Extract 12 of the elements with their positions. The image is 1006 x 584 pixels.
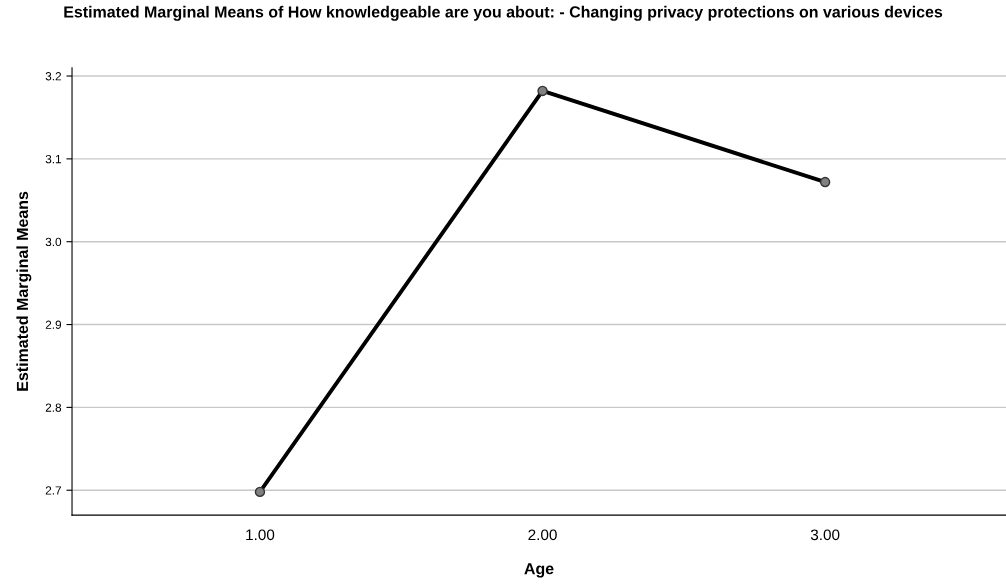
y-tick-label: 2.9	[45, 320, 62, 329]
x-tick-label: 1.00	[246, 529, 275, 541]
y-tick-label: 2.7	[45, 486, 62, 495]
y-tick-label: 3.2	[45, 72, 62, 81]
y-tick-label: 3.1	[45, 154, 62, 164]
x-tick-label: 2.00	[528, 529, 557, 541]
y-axis-title: Estimated Marginal Means	[16, 191, 32, 391]
chart-title: Estimated Marginal Means of How knowledgeable are you about: - Changing privacy protections on various devices	[64, 5, 943, 21]
x-axis-title: Age	[524, 563, 554, 578]
y-tick-label: 2.8	[45, 403, 62, 412]
y-tick-label: 3.0	[45, 237, 62, 247]
x-tick-label: 3.00	[810, 529, 840, 541]
